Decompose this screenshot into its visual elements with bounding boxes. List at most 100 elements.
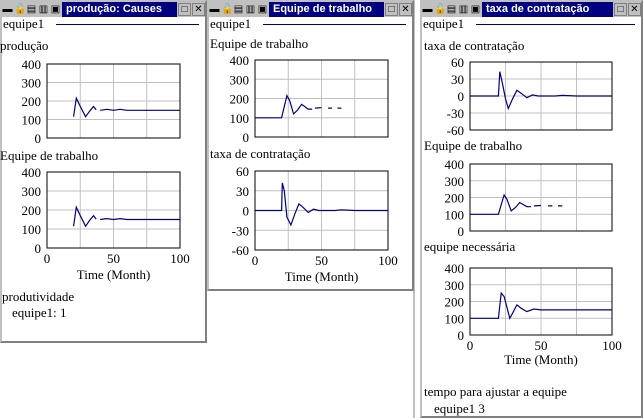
plot-frame xyxy=(469,163,613,232)
x-tick-label: 100 xyxy=(602,338,622,353)
maximize-button[interactable]: □ xyxy=(385,3,398,16)
y-tick-label: 100 xyxy=(22,222,42,237)
legend-line xyxy=(56,23,199,25)
y-tick-label: 200 xyxy=(445,295,465,310)
minimize-icon[interactable]: ▬ xyxy=(2,4,13,15)
minimize-icon[interactable]: ▬ xyxy=(422,4,433,15)
y-tick-label: 400 xyxy=(445,261,465,276)
chart-title: Equipe de trabalho xyxy=(0,148,98,163)
series-line-equipe1 xyxy=(470,291,612,320)
y-tick-label: 0 xyxy=(458,89,465,104)
x-tick-label: 50 xyxy=(535,338,548,353)
maximize-button[interactable]: □ xyxy=(614,3,627,16)
plot-frame xyxy=(46,63,181,139)
legend-label: equipe1 xyxy=(423,16,465,31)
save-icon[interactable]: ▣ xyxy=(470,4,481,15)
y-tick-label: 0 xyxy=(243,204,250,219)
chart-title: Equipe de trabalho xyxy=(424,138,522,153)
x-axis-label: Time (Month) xyxy=(285,269,359,284)
footer-label: produtividade xyxy=(2,289,75,304)
lock-icon[interactable]: 🔓 xyxy=(14,4,27,15)
x-tick-label: 50 xyxy=(315,253,328,268)
y-tick-label: 300 xyxy=(445,278,465,293)
y-tick-label: 200 xyxy=(445,191,465,206)
series-line-equipe1 xyxy=(470,193,563,215)
legend-label: equipe1 xyxy=(210,16,252,31)
x-axis-label: Time (Month) xyxy=(77,267,151,282)
y-tick-label: 0 xyxy=(35,241,42,256)
x-tick-label: 0 xyxy=(467,338,474,353)
y-tick-label: 60 xyxy=(451,55,464,70)
close-button[interactable]: ✕ xyxy=(192,3,205,16)
x-tick-label: 50 xyxy=(107,251,120,266)
y-tick-label: 30 xyxy=(236,184,249,199)
maximize-button[interactable]: □ xyxy=(178,3,191,16)
window-title: produção: Causes xyxy=(62,2,177,17)
y-tick-label: 200 xyxy=(230,92,250,107)
print-icon[interactable]: ▤ xyxy=(26,4,37,15)
footer-value: equipe1: 1 xyxy=(12,305,67,320)
y-tick-label: 300 xyxy=(230,72,250,87)
window-title: Equipe de trabalho xyxy=(269,2,384,17)
y-tick-label: 30 xyxy=(451,72,464,87)
y-tick-label: 400 xyxy=(230,53,250,68)
window-toolbar: ▬ 🔓 ▤ ▥ ▣ taxa de contratação □ ✕ xyxy=(422,2,641,17)
plot-frame xyxy=(254,59,389,138)
print-icon[interactable]: ▤ xyxy=(446,4,457,15)
clipboard-icon[interactable]: ▥ xyxy=(245,4,256,15)
y-tick-label: 400 xyxy=(22,57,42,72)
window-toolbar: ▬ 🔓 ▤ ▥ ▣ produção: Causes □ ✕ xyxy=(2,2,205,17)
footer-value: equipe1 3 xyxy=(434,401,485,416)
plot-frame xyxy=(469,267,613,336)
minimize-icon[interactable]: ▬ xyxy=(209,4,220,15)
footer-label: tempo para ajustar a equipe xyxy=(424,384,567,399)
legend-line xyxy=(476,23,635,25)
lock-icon[interactable]: 🔓 xyxy=(221,4,234,15)
y-tick-label: 100 xyxy=(230,111,250,126)
window-equipe-de-trabalho[interactable]: ▬ 🔓 ▤ ▥ ▣ Equipe de trabalho □ ✕ equipe1 xyxy=(207,0,414,291)
legend: equipe1 xyxy=(422,16,641,31)
chart-title: Equipe de trabalho xyxy=(210,36,308,51)
legend-label: equipe1 xyxy=(3,16,45,31)
clipboard-icon[interactable]: ▥ xyxy=(38,4,49,15)
series-line-equipe1 xyxy=(73,205,180,228)
legend-line xyxy=(263,23,406,25)
y-tick-label: 0 xyxy=(458,328,465,343)
chart-title: taxa de contratação xyxy=(424,38,524,53)
y-tick-label: -60 xyxy=(232,243,249,258)
y-tick-label: -30 xyxy=(447,106,464,121)
chart-title: equipe necessária xyxy=(424,239,516,254)
x-axis-label: Time (Month) xyxy=(504,352,578,367)
print-icon[interactable]: ▤ xyxy=(233,4,244,15)
close-button[interactable]: ✕ xyxy=(399,3,412,16)
chart-title: taxa de contratação xyxy=(210,146,310,161)
window-toolbar: ▬ 🔓 ▤ ▥ ▣ Equipe de trabalho □ ✕ xyxy=(209,2,412,17)
window-taxa-de-contratacao[interactable]: ▬ 🔓 ▤ ▥ ▣ taxa de contratação □ ✕ equipe1 tem… xyxy=(420,0,643,418)
window-title: taxa de contratação xyxy=(482,2,613,17)
series-line-equipe1 xyxy=(255,93,342,119)
y-tick-label: 400 xyxy=(445,157,465,172)
x-tick-label: 100 xyxy=(378,253,398,268)
y-tick-label: 0 xyxy=(458,224,465,239)
save-icon[interactable]: ▣ xyxy=(50,4,61,15)
clipboard-icon[interactable]: ▥ xyxy=(458,4,469,15)
y-tick-label: 400 xyxy=(22,165,42,180)
y-tick-label: 0 xyxy=(35,131,42,146)
x-tick-label: 0 xyxy=(44,251,51,266)
background-window xyxy=(413,0,423,418)
legend: equipe1 xyxy=(2,16,205,31)
series-line-equipe1 xyxy=(470,71,612,111)
legend: equipe1 xyxy=(209,16,412,31)
chart-title: produção xyxy=(0,38,48,53)
y-tick-label: 100 xyxy=(445,207,465,222)
y-tick-label: 300 xyxy=(22,184,42,199)
series-line-equipe1 xyxy=(73,96,180,118)
lock-icon[interactable]: 🔓 xyxy=(434,4,447,15)
close-button[interactable]: ✕ xyxy=(628,3,641,16)
y-tick-label: 300 xyxy=(445,174,465,189)
series-line-equipe1 xyxy=(255,182,388,227)
save-icon[interactable]: ▣ xyxy=(257,4,268,15)
y-tick-label: 100 xyxy=(22,113,42,128)
y-tick-label: 200 xyxy=(22,203,42,218)
